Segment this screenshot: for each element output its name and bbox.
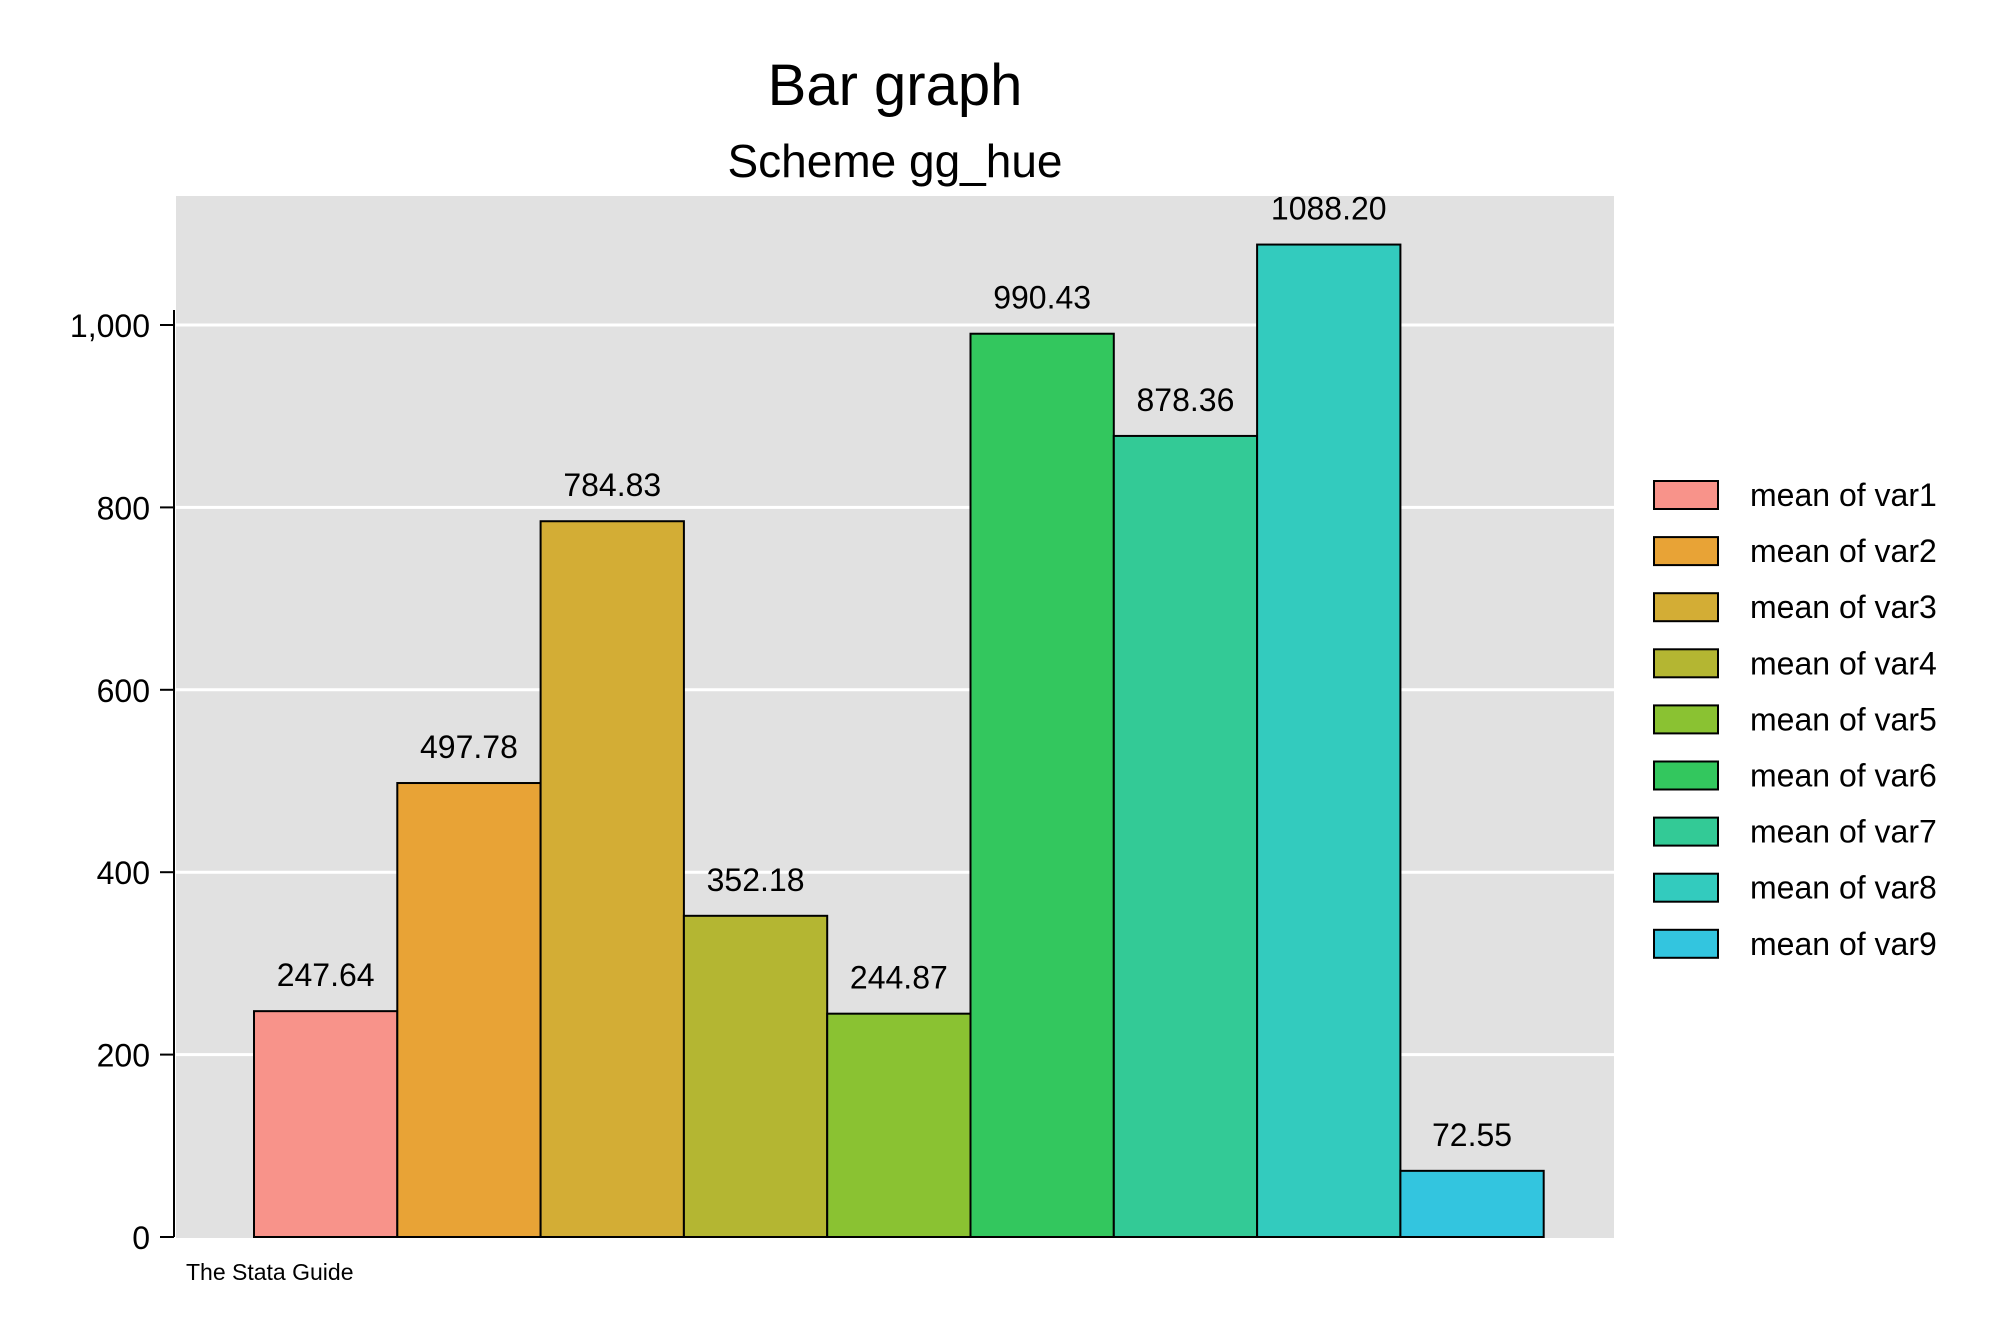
chart-subtitle: Scheme gg_hue — [727, 135, 1062, 187]
bar — [1256, 243, 1402, 1239]
bar-value-labels: 247.64 497.78 784.83 352.18 244.87 990.43 878.… — [277, 191, 1512, 1153]
bar — [826, 1012, 972, 1239]
bar-value-label: 784.83 — [563, 467, 661, 503]
bar-value-label: 497.78 — [420, 729, 518, 765]
legend-swatch — [1653, 536, 1719, 567]
legend-item: mean of var7 — [1653, 814, 1937, 850]
bar-value-label: 352.18 — [707, 862, 805, 898]
legend-swatch — [1653, 592, 1719, 623]
legend-label: mean of var1 — [1750, 477, 1937, 513]
y-axis: 0 200 400 600 800 1,000 — [70, 308, 175, 1256]
y-tick-label: 200 — [97, 1038, 150, 1074]
y-tick-label: 400 — [97, 855, 150, 891]
legend-swatch — [1653, 760, 1719, 791]
legend-item: mean of var3 — [1653, 589, 1937, 625]
legend-item: mean of var2 — [1653, 533, 1937, 569]
y-tick-label: 1,000 — [70, 308, 150, 344]
bar — [1399, 1169, 1545, 1238]
legend-swatch — [1653, 480, 1719, 510]
bar-value-label: 247.64 — [277, 957, 375, 993]
legend-label: mean of var6 — [1750, 758, 1937, 794]
legend-label: mean of var2 — [1750, 533, 1937, 569]
bar-value-label: 244.87 — [850, 960, 948, 996]
legend-label: mean of var5 — [1750, 701, 1937, 737]
bar — [969, 332, 1115, 1238]
legend-item: mean of var6 — [1653, 758, 1937, 794]
y-tick-label: 600 — [97, 673, 150, 709]
bar — [253, 1010, 399, 1239]
y-tick-label: 0 — [132, 1220, 150, 1256]
bar — [396, 782, 542, 1239]
bar — [1112, 434, 1259, 1238]
bar-value-label: 990.43 — [993, 280, 1091, 316]
legend-swatch — [1653, 648, 1719, 679]
legend-label: mean of var3 — [1750, 589, 1937, 625]
legend-item: mean of var8 — [1653, 870, 1937, 906]
legend-label: mean of var9 — [1750, 926, 1937, 962]
y-tick-label: 800 — [97, 490, 150, 526]
legend-swatch — [1653, 928, 1719, 959]
legend-item: mean of var9 — [1653, 926, 1937, 962]
legend-label: mean of var4 — [1750, 645, 1937, 681]
legend-item: mean of var4 — [1653, 645, 1937, 681]
chart-title: Bar graph — [768, 53, 1023, 118]
bar — [682, 914, 829, 1238]
source-note: The Stata Guide — [186, 1259, 354, 1285]
legend-label: mean of var7 — [1750, 814, 1937, 850]
bar — [539, 520, 685, 1238]
legend-swatch — [1653, 704, 1719, 735]
legend-swatch — [1653, 816, 1719, 847]
bars — [253, 243, 1545, 1239]
legend-label: mean of var8 — [1750, 870, 1937, 906]
legend-item: mean of var1 — [1653, 477, 1937, 513]
bar-value-label: 1088.20 — [1271, 191, 1387, 227]
legend: mean of var1 mean of var2 mean of var3 mean… — [1653, 477, 1937, 962]
legend-item: mean of var5 — [1653, 701, 1937, 737]
legend-swatch — [1653, 872, 1719, 903]
bar-value-label: 878.36 — [1137, 382, 1235, 418]
bar-value-label: 72.55 — [1432, 1117, 1512, 1153]
